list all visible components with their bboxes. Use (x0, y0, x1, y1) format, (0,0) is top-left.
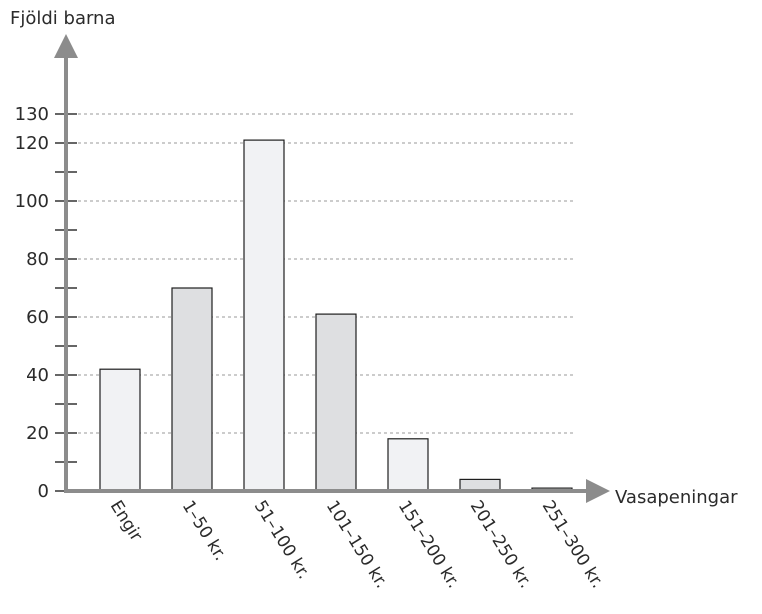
bar (243, 139, 285, 492)
bar (315, 313, 357, 492)
y-tick-label: 130 (15, 104, 49, 125)
axes (54, 34, 610, 503)
x-category-label: Engir (106, 497, 146, 545)
y-tick-label: 80 (26, 249, 49, 270)
x-category-label: 51–100 kr. (250, 497, 314, 583)
x-category-label: 251–300 kr. (538, 497, 608, 592)
bar (99, 368, 141, 492)
y-tick-label: 0 (38, 481, 49, 502)
y-tick-label: 100 (15, 191, 49, 212)
bars (99, 139, 573, 492)
bar (171, 287, 213, 492)
y-tick-labels: 0 20 40 60 80 100 120 130 (15, 104, 49, 502)
y-tick-label: 60 (26, 307, 49, 328)
y-tick-label: 120 (15, 133, 49, 154)
y-tick-label: 40 (26, 365, 49, 386)
x-category-label: 101–150 kr. (322, 497, 392, 592)
bar (387, 438, 429, 492)
x-category-label: 1–50 kr. (178, 497, 230, 564)
y-axis-title: Fjöldi barna (10, 8, 116, 29)
y-tick-label: 20 (26, 423, 49, 444)
x-category-labels: Engir 1–50 kr. 51–100 kr. 101–150 kr. 151–20… (106, 497, 608, 592)
x-category-label: 151–200 kr. (394, 497, 464, 592)
x-category-label: 201–250 kr. (466, 497, 536, 592)
x-axis-title: Vasapeningar (615, 487, 738, 508)
